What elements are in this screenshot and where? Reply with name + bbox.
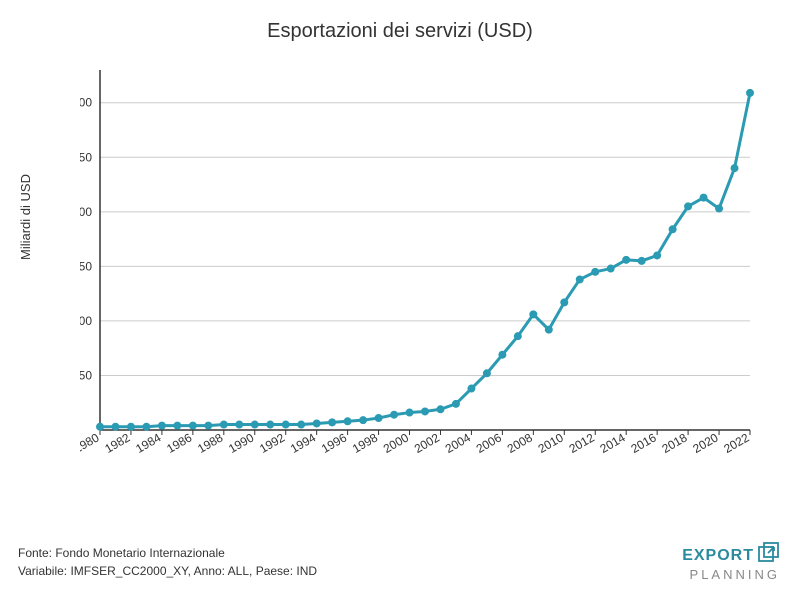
y-tick-label: 100 <box>80 314 92 328</box>
x-tick-label: 2012 <box>567 430 597 456</box>
y-axis-label: Miliardi di USD <box>18 174 33 260</box>
x-tick-label: 2010 <box>536 430 566 456</box>
data-marker <box>498 351 506 359</box>
x-tick-label: 2002 <box>412 430 442 456</box>
x-tick-label: 2020 <box>690 430 720 456</box>
x-tick-label: 2018 <box>659 430 689 456</box>
x-tick-label: 1996 <box>319 430 349 456</box>
data-marker <box>313 419 321 427</box>
chart-footer: Fonte: Fondo Monetario Internazionale Va… <box>18 544 317 580</box>
data-marker <box>638 257 646 265</box>
data-marker <box>576 275 584 283</box>
y-tick-label: 200 <box>80 205 92 219</box>
data-marker <box>359 416 367 424</box>
data-marker <box>715 205 723 213</box>
data-marker <box>235 421 243 429</box>
data-marker <box>746 89 754 97</box>
chart-area: 5010015020025030019801982198419861988199… <box>80 60 760 480</box>
x-tick-label: 1994 <box>288 430 318 456</box>
export-icon <box>758 542 780 569</box>
x-tick-label: 1980 <box>80 430 102 456</box>
x-tick-label: 1992 <box>257 430 287 456</box>
data-marker <box>266 421 274 429</box>
data-marker <box>328 418 336 426</box>
x-tick-label: 1986 <box>164 430 194 456</box>
x-tick-label: 2006 <box>474 430 504 456</box>
source-line: Fonte: Fondo Monetario Internazionale <box>18 544 317 562</box>
x-tick-label: 2008 <box>505 430 535 456</box>
data-marker <box>684 202 692 210</box>
data-marker <box>344 417 352 425</box>
data-marker <box>669 225 677 233</box>
data-marker <box>731 164 739 172</box>
x-tick-label: 2014 <box>598 430 628 456</box>
data-marker <box>189 422 197 430</box>
x-tick-label: 1984 <box>133 430 163 456</box>
data-marker <box>251 421 259 429</box>
data-marker <box>545 326 553 334</box>
data-marker <box>142 423 150 431</box>
data-marker <box>467 385 475 393</box>
data-marker <box>560 298 568 306</box>
x-tick-label: 1982 <box>102 430 132 456</box>
data-marker <box>452 400 460 408</box>
data-marker <box>591 268 599 276</box>
x-tick-label: 2000 <box>381 430 411 456</box>
data-marker <box>514 332 522 340</box>
brand-logo: EXPORT PLANNING <box>682 542 780 582</box>
data-marker <box>282 421 290 429</box>
chart-title: Esportazioni dei servizi (USD) <box>0 0 800 43</box>
data-marker <box>127 423 135 431</box>
data-marker <box>653 251 661 259</box>
logo-top-text: EXPORT <box>682 547 754 565</box>
y-tick-label: 50 <box>80 368 92 382</box>
data-marker <box>204 422 212 430</box>
logo-bottom-text: PLANNING <box>682 567 780 582</box>
x-tick-label: 1988 <box>195 430 225 456</box>
data-marker <box>436 405 444 413</box>
data-marker <box>158 422 166 430</box>
data-marker <box>96 423 104 431</box>
data-line <box>100 93 750 427</box>
data-marker <box>529 310 537 318</box>
data-marker <box>297 421 305 429</box>
variable-line: Variabile: IMFSER_CC2000_XY, Anno: ALL, … <box>18 562 317 580</box>
data-marker <box>406 409 414 417</box>
data-marker <box>390 411 398 419</box>
x-tick-label: 2016 <box>629 430 659 456</box>
x-tick-label: 2022 <box>721 430 751 456</box>
y-tick-label: 250 <box>80 150 92 164</box>
x-tick-label: 1998 <box>350 430 380 456</box>
data-marker <box>220 421 228 429</box>
data-marker <box>607 265 615 273</box>
y-tick-label: 150 <box>80 259 92 273</box>
data-marker <box>700 194 708 202</box>
x-tick-label: 1990 <box>226 430 256 456</box>
data-marker <box>622 256 630 264</box>
chart-svg: 5010015020025030019801982198419861988199… <box>80 60 760 480</box>
data-marker <box>421 407 429 415</box>
x-tick-label: 2004 <box>443 430 473 456</box>
y-tick-label: 300 <box>80 96 92 110</box>
data-marker <box>173 422 181 430</box>
data-marker <box>483 369 491 377</box>
data-marker <box>111 423 119 431</box>
data-marker <box>375 414 383 422</box>
